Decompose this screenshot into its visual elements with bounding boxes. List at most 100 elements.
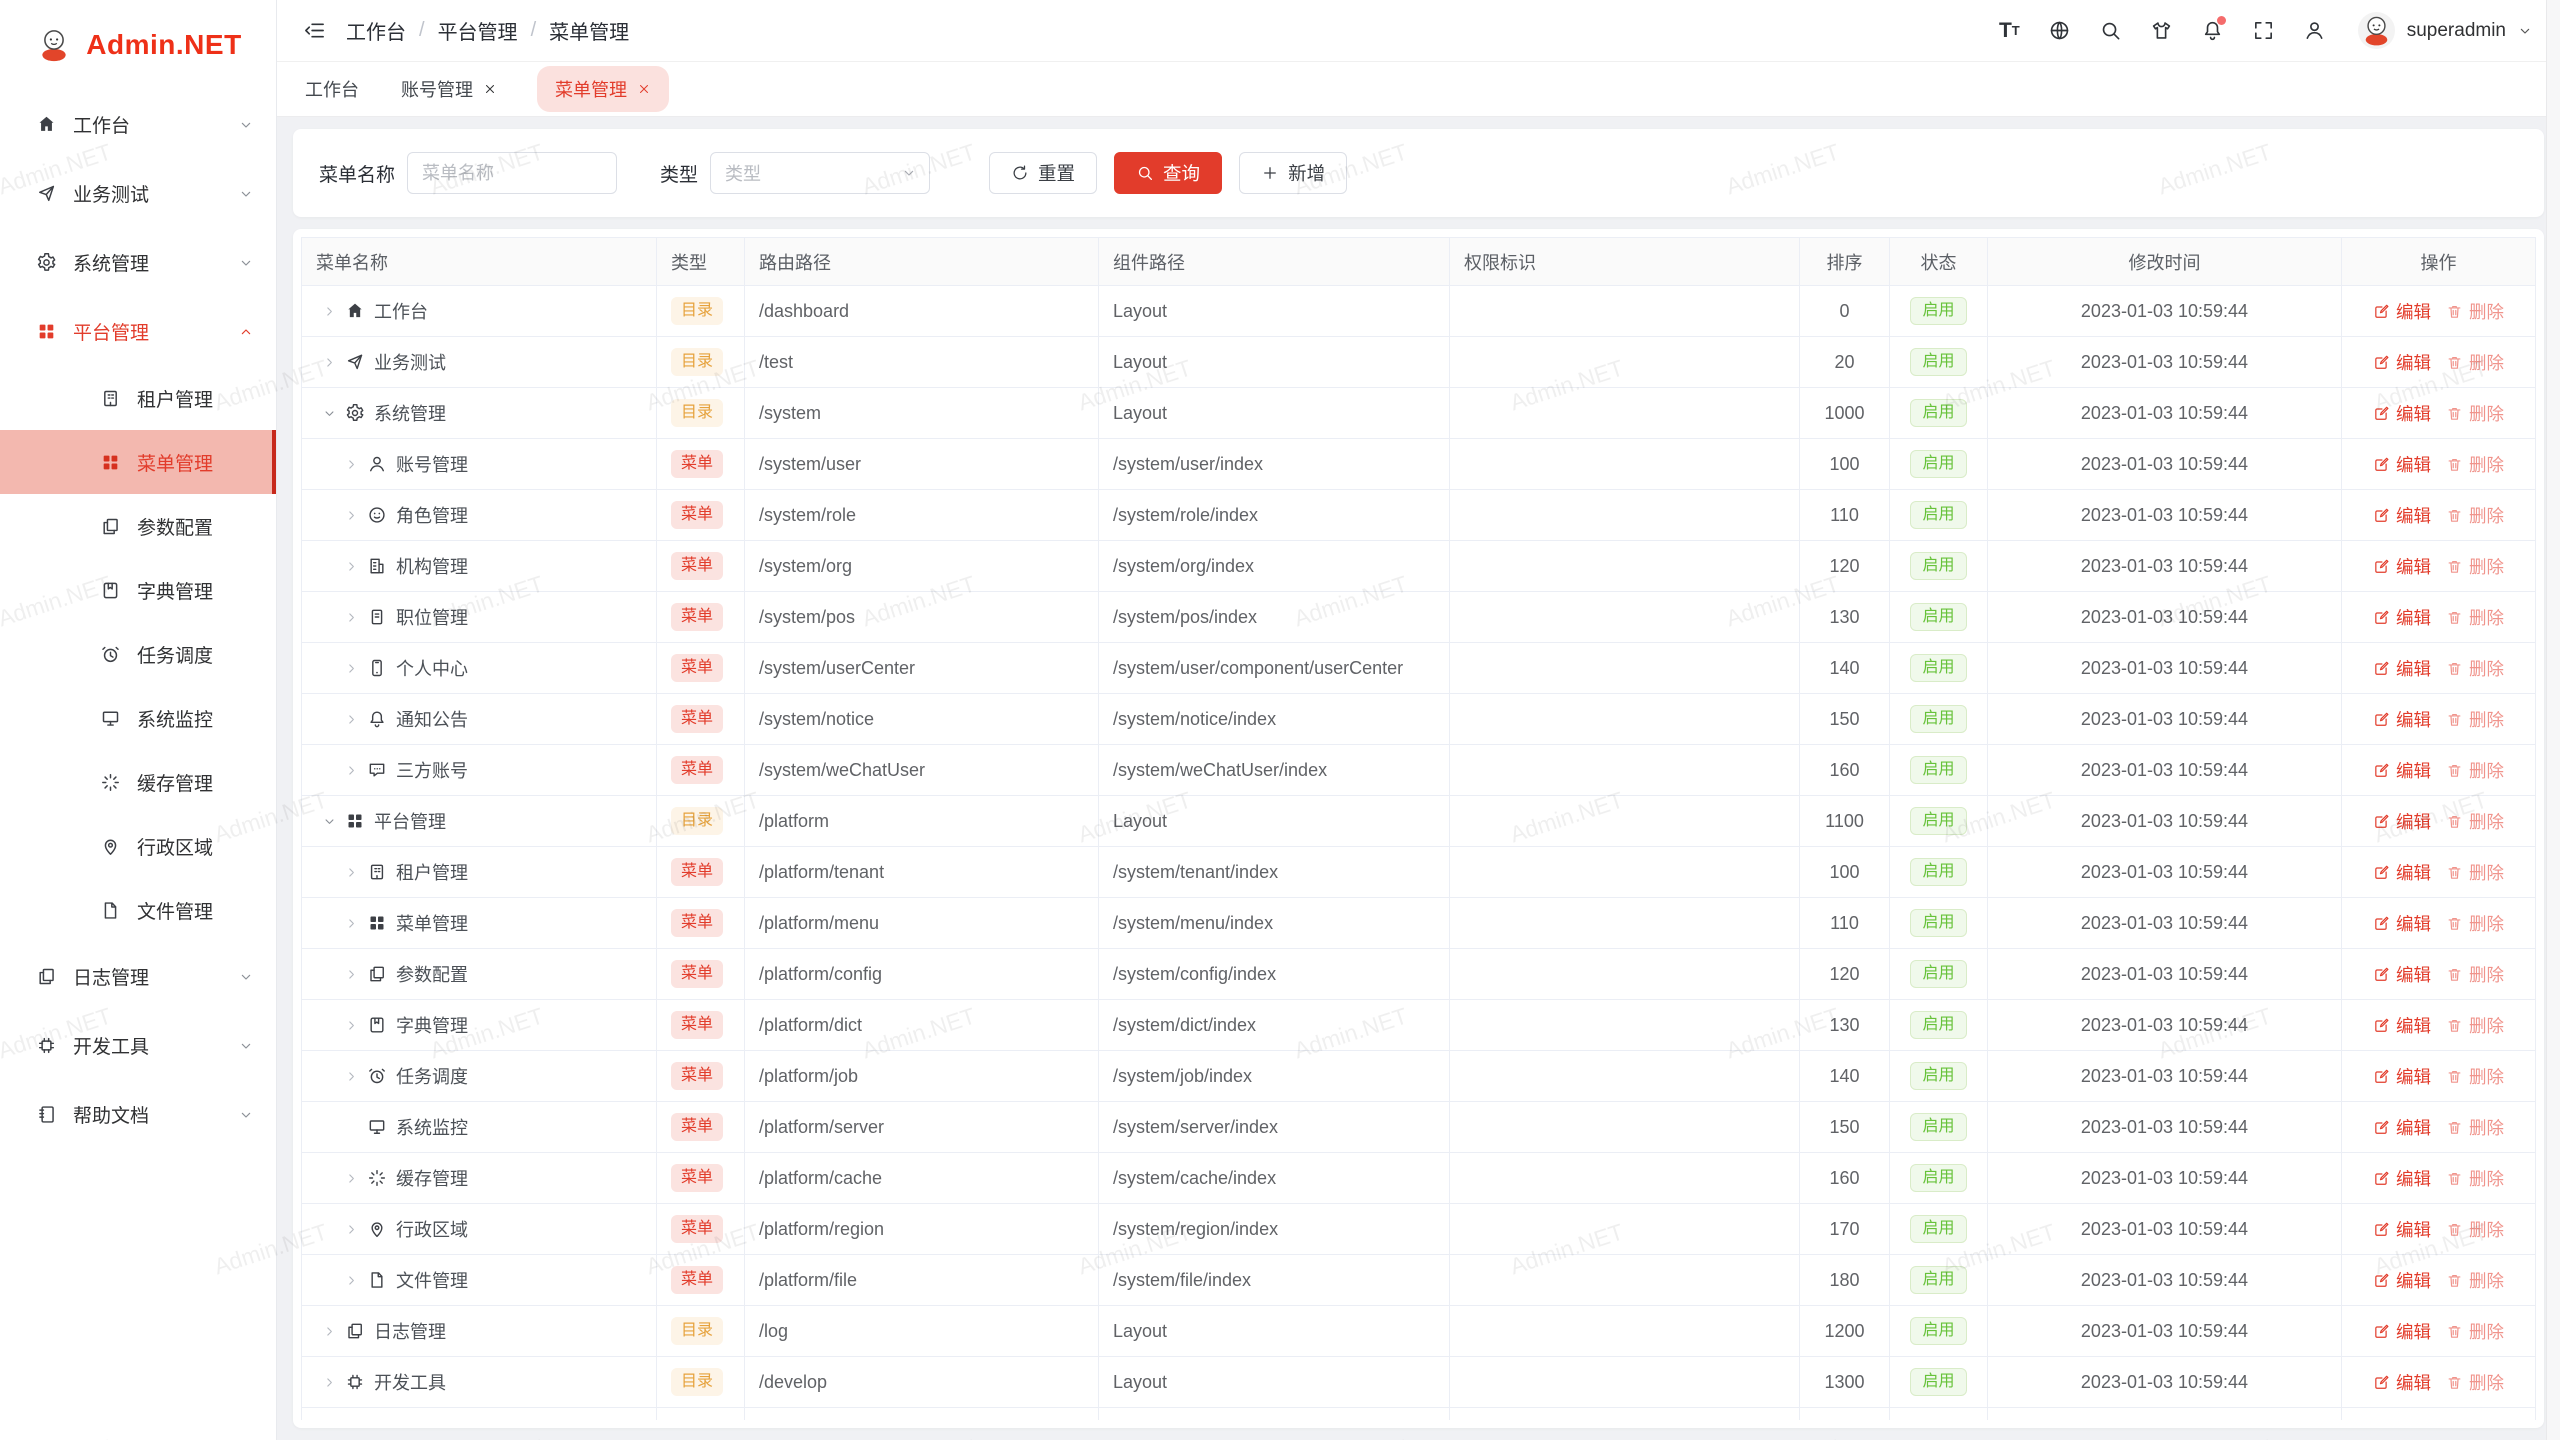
- chevron-right-icon[interactable]: [344, 916, 359, 931]
- chevron-right-icon[interactable]: [344, 610, 359, 625]
- delete-button[interactable]: 删除: [2446, 758, 2504, 783]
- collapse-menu-button[interactable]: [303, 19, 326, 42]
- edit-button[interactable]: 编辑: [2373, 299, 2431, 324]
- search-icon[interactable]: [2099, 19, 2122, 42]
- delete-button[interactable]: 删除: [2446, 1217, 2504, 1242]
- tab-menu[interactable]: 菜单管理: [537, 66, 669, 112]
- delete-button[interactable]: 删除: [2446, 605, 2504, 630]
- app-logo[interactable]: Admin.NET: [0, 0, 276, 90]
- chevron-right-icon[interactable]: [344, 1171, 359, 1186]
- sidebar-item-menu[interactable]: 菜单管理: [0, 430, 276, 494]
- chevron-right-icon[interactable]: [344, 1222, 359, 1237]
- edit-button[interactable]: 编辑: [2373, 809, 2431, 834]
- search-button[interactable]: 查询: [1114, 152, 1223, 194]
- edit-button[interactable]: 编辑: [2373, 1064, 2431, 1089]
- edit-button[interactable]: 编辑: [2373, 1370, 2431, 1395]
- chevron-right-icon[interactable]: [344, 559, 359, 574]
- chevron-right-icon[interactable]: [344, 457, 359, 472]
- delete-button[interactable]: 删除: [2446, 554, 2504, 579]
- tab-workbench[interactable]: 工作台: [305, 80, 359, 100]
- delete-button[interactable]: 删除: [2446, 350, 2504, 375]
- delete-button[interactable]: 删除: [2446, 1370, 2504, 1395]
- sidebar-item-help-doc[interactable]: 帮助文档: [0, 1080, 276, 1149]
- chevron-right-icon[interactable]: [344, 1273, 359, 1288]
- edit-button[interactable]: 编辑: [2373, 911, 2431, 936]
- delete-button[interactable]: 删除: [2446, 707, 2504, 732]
- delete-button[interactable]: 删除: [2446, 1319, 2504, 1344]
- edit-button[interactable]: 编辑: [2373, 1217, 2431, 1242]
- edit-button[interactable]: 编辑: [2373, 350, 2431, 375]
- edit-button[interactable]: 编辑: [2373, 1166, 2431, 1191]
- edit-button[interactable]: 编辑: [2373, 1013, 2431, 1038]
- sidebar-item-platform[interactable]: 平台管理: [0, 297, 276, 366]
- sidebar-item-file[interactable]: 文件管理: [0, 878, 276, 942]
- close-icon[interactable]: [483, 82, 497, 96]
- sidebar-item-monitor[interactable]: 系统监控: [0, 686, 276, 750]
- sidebar-item-dict[interactable]: 字典管理: [0, 558, 276, 622]
- delete-button[interactable]: 删除: [2446, 452, 2504, 477]
- edit-button[interactable]: 编辑: [2373, 554, 2431, 579]
- sidebar-item-region[interactable]: 行政区域: [0, 814, 276, 878]
- sidebar-item-business-test[interactable]: 业务测试: [0, 159, 276, 228]
- scrollbar[interactable]: [2546, 0, 2560, 1440]
- sidebar-item-log[interactable]: 日志管理: [0, 942, 276, 1011]
- edit-button[interactable]: 编辑: [2373, 452, 2431, 477]
- chevron-right-icon[interactable]: [344, 1018, 359, 1033]
- delete-button[interactable]: 删除: [2446, 1064, 2504, 1089]
- chevron-right-icon[interactable]: [344, 712, 359, 727]
- sidebar-item-system[interactable]: 系统管理: [0, 228, 276, 297]
- theme-shirt-icon[interactable]: [2150, 19, 2173, 42]
- chevron-right-icon[interactable]: [344, 967, 359, 982]
- breadcrumb-item-menu[interactable]: 菜单管理: [549, 22, 630, 44]
- sidebar-item-workbench[interactable]: 工作台: [0, 90, 276, 159]
- notifications-bell-icon[interactable]: [2201, 16, 2226, 42]
- edit-button[interactable]: 编辑: [2373, 1268, 2431, 1293]
- chevron-right-icon[interactable]: [344, 865, 359, 880]
- chevron-down-icon[interactable]: [322, 814, 337, 829]
- breadcrumb-item-platform[interactable]: 平台管理: [437, 22, 518, 44]
- sidebar-item-develop[interactable]: 开发工具: [0, 1011, 276, 1080]
- add-button[interactable]: 新增: [1239, 152, 1348, 194]
- chevron-right-icon[interactable]: [344, 763, 359, 778]
- delete-button[interactable]: 删除: [2446, 1115, 2504, 1140]
- close-icon[interactable]: [637, 82, 651, 96]
- edit-button[interactable]: 编辑: [2373, 1115, 2431, 1140]
- delete-button[interactable]: 删除: [2446, 1268, 2504, 1293]
- breadcrumb-item-workbench[interactable]: 工作台: [346, 22, 406, 44]
- delete-button[interactable]: 删除: [2446, 503, 2504, 528]
- delete-button[interactable]: 删除: [2446, 911, 2504, 936]
- chevron-right-icon[interactable]: [344, 1069, 359, 1084]
- tab-account[interactable]: 账号管理: [399, 66, 499, 112]
- delete-button[interactable]: 删除: [2446, 809, 2504, 834]
- sidebar-item-job[interactable]: 任务调度: [0, 622, 276, 686]
- edit-button[interactable]: 编辑: [2373, 656, 2431, 681]
- edit-button[interactable]: 编辑: [2373, 962, 2431, 987]
- chevron-right-icon[interactable]: [322, 355, 337, 370]
- edit-button[interactable]: 编辑: [2373, 707, 2431, 732]
- delete-button[interactable]: 删除: [2446, 656, 2504, 681]
- edit-button[interactable]: 编辑: [2373, 860, 2431, 885]
- type-select[interactable]: 类型: [710, 152, 931, 194]
- chevron-right-icon[interactable]: [322, 1375, 337, 1390]
- avatar[interactable]: [2357, 12, 2395, 49]
- sidebar-item-config[interactable]: 参数配置: [0, 494, 276, 558]
- delete-button[interactable]: 删除: [2446, 962, 2504, 987]
- sidebar-item-tenant[interactable]: 租户管理: [0, 366, 276, 430]
- delete-button[interactable]: 删除: [2446, 1013, 2504, 1038]
- chevron-down-icon[interactable]: [322, 406, 337, 421]
- menu-name-input[interactable]: [407, 152, 618, 194]
- sidebar-item-cache[interactable]: 缓存管理: [0, 750, 276, 814]
- reset-button[interactable]: 重置: [989, 152, 1098, 194]
- fullscreen-icon[interactable]: [2252, 19, 2275, 42]
- edit-button[interactable]: 编辑: [2373, 1319, 2431, 1344]
- delete-button[interactable]: 删除: [2446, 401, 2504, 426]
- chevron-right-icon[interactable]: [322, 304, 337, 319]
- delete-button[interactable]: 删除: [2446, 299, 2504, 324]
- profile-person-icon[interactable]: [2303, 19, 2326, 42]
- chevron-right-icon[interactable]: [344, 661, 359, 676]
- delete-button[interactable]: 删除: [2446, 1166, 2504, 1191]
- chevron-right-icon[interactable]: [344, 508, 359, 523]
- language-icon[interactable]: [2048, 19, 2071, 42]
- chevron-right-icon[interactable]: [322, 1324, 337, 1339]
